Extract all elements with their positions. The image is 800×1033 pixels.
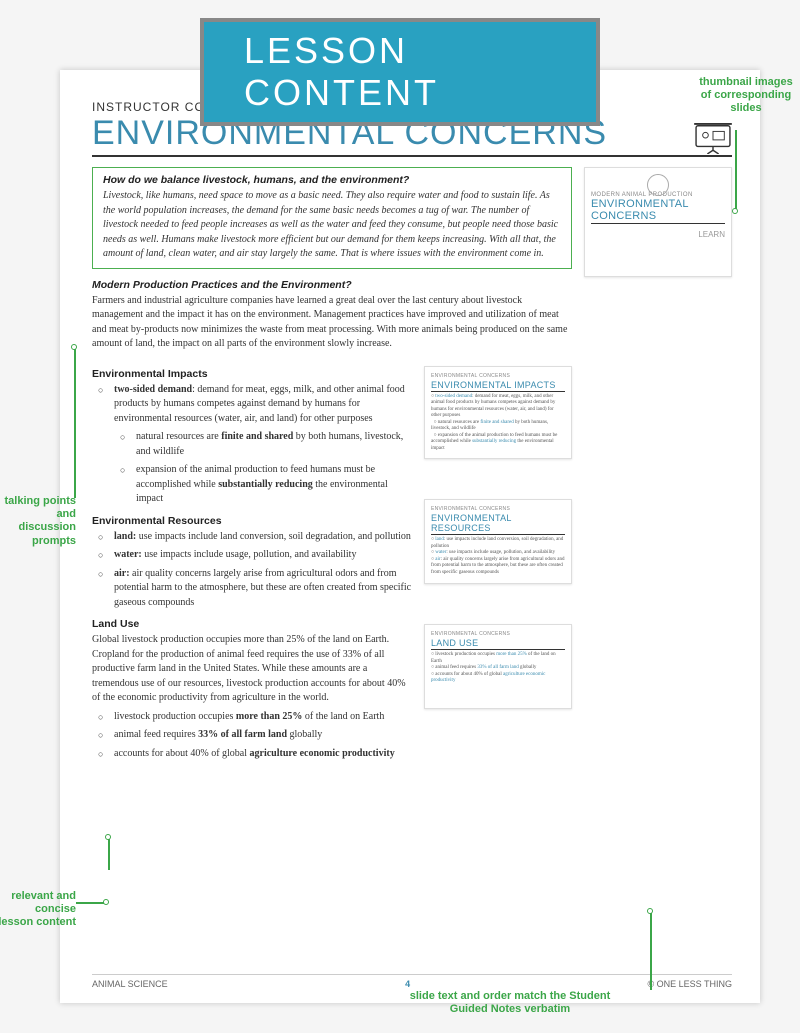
annotation-talking-points: talking points and discussion prompts <box>0 495 76 548</box>
resources-list: land: use impacts include land conversio… <box>92 530 412 611</box>
landuse-list: livestock production occupies more than … <box>92 710 412 762</box>
annotation-slide-text: slide text and order match the Student G… <box>400 990 620 1016</box>
annotation-dot <box>71 344 77 350</box>
thumb-logo-circle <box>647 174 669 196</box>
greenbox-body: Livestock, like humans, need space to mo… <box>103 189 561 262</box>
slide-thumbnail: ENVIRONMENTAL CONCERNS ENVIRONMENTAL IMP… <box>424 366 572 460</box>
annotation-line <box>74 348 76 498</box>
impacts-heading: Environmental Impacts <box>92 368 412 380</box>
annotation-line <box>76 902 104 904</box>
page-number: 4 <box>405 979 410 989</box>
list-item: expansion of the animal production to fe… <box>128 463 412 507</box>
impacts-list: two-sided demand: demand for meat, eggs,… <box>92 383 412 507</box>
list-item: two-sided demand: demand for meat, eggs,… <box>106 383 412 507</box>
annotation-dot <box>647 908 653 914</box>
list-item: animal feed requires 33% of all farm lan… <box>106 728 412 743</box>
page-footer: ANIMAL SCIENCE 4 © ONE LESS THING <box>92 974 732 989</box>
content-wrap: How do we balance livestock, humans, and… <box>92 167 732 765</box>
section2-heading: Modern Production Practices and the Envi… <box>92 279 572 291</box>
annotation-line <box>650 912 652 990</box>
presentation-icon <box>694 122 732 154</box>
annotation-line <box>735 130 737 210</box>
main-column: How do we balance livestock, humans, and… <box>92 167 572 765</box>
footer-right: © ONE LESS THING <box>647 979 732 989</box>
annotation-dot <box>732 208 738 214</box>
landuse-body: Global livestock production occupies mor… <box>92 633 412 706</box>
annotation-dot <box>103 899 109 905</box>
slide-thumbnail: ENVIRONMENTAL CONCERNS ENVIRONMENTAL RES… <box>424 499 572 584</box>
list-item: land: use impacts include land conversio… <box>106 530 412 545</box>
landuse-heading: Land Use <box>92 618 412 630</box>
slide-thumbnail: MODERN ANIMAL PRODUCTION ENVIRONMENTAL C… <box>584 167 732 277</box>
banner-text: LESSON CONTENT <box>244 30 556 114</box>
annotation-thumbnails: thumbnail images of corresponding slides <box>696 76 796 116</box>
greenbox-heading: How do we balance livestock, humans, and… <box>103 174 561 186</box>
list-item: livestock production occupies more than … <box>106 710 412 725</box>
document-page: INSTRUCTOR CONTENT ENVIRONMENTAL CONCERN… <box>60 70 760 1003</box>
list-item: air: air quality concerns largely arise … <box>106 567 412 611</box>
footer-left: ANIMAL SCIENCE <box>92 979 168 989</box>
annotation-line <box>108 838 110 870</box>
side-column: MODERN ANIMAL PRODUCTION ENVIRONMENTAL C… <box>584 167 732 765</box>
annotation-dot <box>105 834 111 840</box>
slide-thumbnail: ENVIRONMENTAL CONCERNS LAND USE ○ livest… <box>424 624 572 709</box>
header-rule <box>92 155 732 157</box>
section2-body: Farmers and industrial agriculture compa… <box>92 294 572 352</box>
discussion-box: How do we balance livestock, humans, and… <box>92 167 572 269</box>
list-item: water: use impacts include usage, pollut… <box>106 548 412 563</box>
lesson-content-banner: LESSON CONTENT <box>200 18 600 126</box>
annotation-lesson-content: relevant and concise lesson content <box>0 890 76 930</box>
resources-heading: Environmental Resources <box>92 515 412 527</box>
list-item: natural resources are finite and shared … <box>128 430 412 459</box>
list-item: accounts for about 40% of global agricul… <box>106 747 412 762</box>
